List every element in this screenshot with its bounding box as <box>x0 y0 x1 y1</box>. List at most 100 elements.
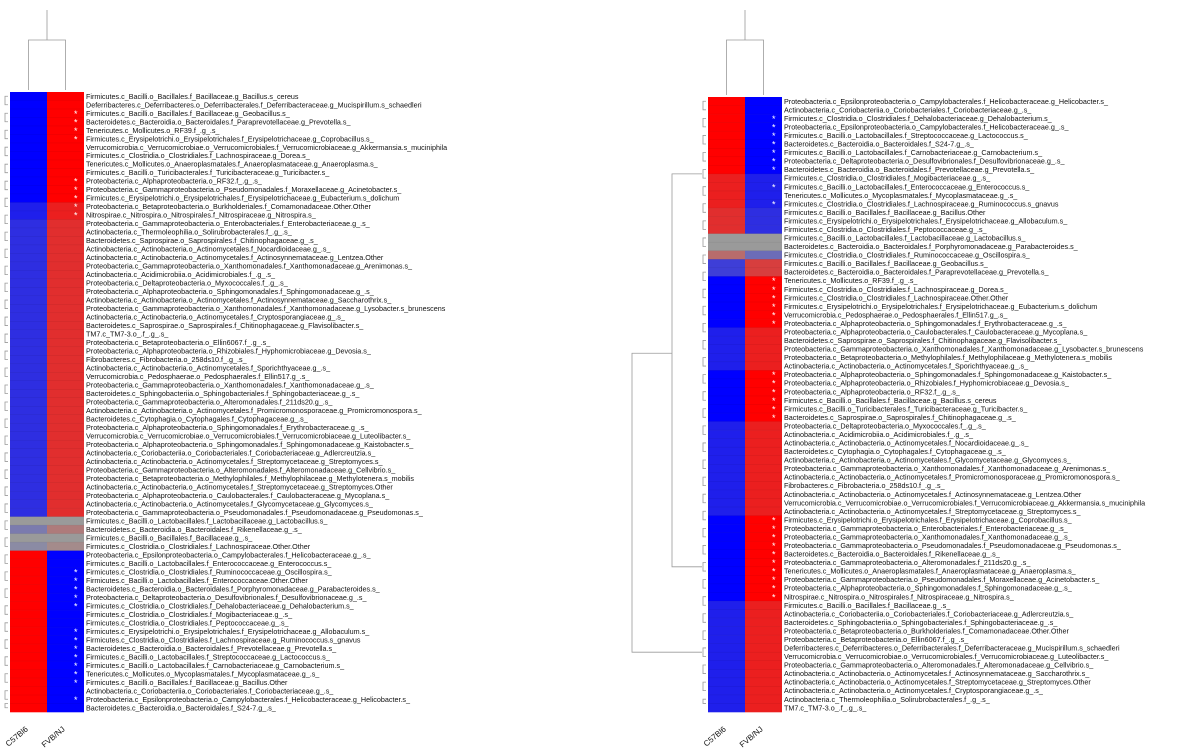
heatmap-cell <box>10 695 47 704</box>
heatmap-cell <box>47 270 84 280</box>
heatmap-cell <box>745 413 782 422</box>
heatmap-cell <box>47 278 84 288</box>
row-label: Proteobacteria.c_Alphaproteobacteria.o_S… <box>86 287 375 296</box>
heatmap-cell <box>47 151 84 161</box>
heatmap-cell <box>745 626 782 636</box>
significance-marker: * <box>772 165 776 175</box>
significance-marker: * <box>74 593 78 603</box>
heatmap-cell <box>745 319 782 328</box>
significance-marker: * <box>74 584 78 594</box>
heatmap-cell <box>10 321 47 331</box>
heatmap-cell <box>708 566 745 576</box>
heatmap-cell <box>10 244 47 254</box>
significance-marker: * <box>74 695 78 705</box>
heatmap-cell <box>708 267 745 277</box>
heatmap-cell <box>10 202 47 212</box>
row-label: Firmicutes.c_Bacilli.o_Turicibacterales.… <box>86 168 330 177</box>
heatmap-cell <box>745 660 782 670</box>
heatmap-cell <box>745 481 782 491</box>
heatmap-cell <box>708 438 745 448</box>
row-label: Proteobacteria.c_Gammaproteobacteria.o_P… <box>86 185 402 194</box>
row-label: Proteobacteria.c_Betaproteobacteria.o_Bu… <box>86 202 371 211</box>
heatmap-cell <box>708 694 745 704</box>
heatmap-cell <box>47 397 84 407</box>
heatmap-cell <box>745 105 782 115</box>
row-label: TM7.c_TM7-3.o_.f_.g_.s_ <box>86 330 169 339</box>
heatmap-cell <box>745 165 782 175</box>
row-label: Proteobacteria.c_Epsilonproteobacteria.o… <box>86 550 371 559</box>
significance-marker: * <box>74 177 78 187</box>
row-label: Verrucomicrobia.c_Pedosphaerae.o_Pedosph… <box>86 372 310 381</box>
row-label: Deferribacteres.c_Deferribacteres.o_Defe… <box>86 100 422 109</box>
heatmap-cell <box>745 566 782 576</box>
row-label: Firmicutes.c_Bacilli.o_Lactobacillales.f… <box>784 234 1026 243</box>
heatmap-cell <box>708 626 745 636</box>
row-label: Firmicutes.c_Erysipelotrichi.o_Erysipelo… <box>86 194 399 203</box>
heatmap-cell <box>708 225 745 234</box>
heatmap-cell <box>708 395 745 405</box>
heatmap-cell <box>708 498 745 508</box>
heatmap-cell <box>47 134 84 144</box>
heatmap-cell <box>708 583 745 593</box>
heatmap-cell <box>10 253 47 263</box>
heatmap-cell <box>708 284 745 294</box>
row-label: Firmicutes.c_Erysipelotrichi.o_Erysipelo… <box>784 302 1097 311</box>
heatmap-cell <box>10 635 47 645</box>
significance-marker: * <box>772 541 776 551</box>
heatmap-cell <box>47 593 84 602</box>
significance-marker: * <box>772 293 776 303</box>
significance-marker: * <box>74 576 78 586</box>
heatmap-cell <box>745 148 782 158</box>
heatmap-cell <box>10 457 47 466</box>
heatmap-cell <box>708 524 745 533</box>
heatmap-cell <box>708 173 745 183</box>
row-label: TM7.c_TM7-3.o_.f_.g_.s_ <box>784 703 867 712</box>
significance-marker: * <box>772 413 776 423</box>
row-label: Bacteroidetes.c_Cytophagia.o_Cytophagale… <box>86 415 309 424</box>
heatmap-cell <box>10 346 47 356</box>
heatmap-cell <box>745 686 782 696</box>
heatmap-cell <box>47 644 84 653</box>
heatmap-cell <box>47 652 84 662</box>
heatmap-cell <box>745 199 782 209</box>
significance-marker: * <box>772 558 776 568</box>
heatmap-cell <box>47 584 84 594</box>
heatmap-cell <box>745 233 782 243</box>
heatmap-cell <box>708 319 745 328</box>
row-dendrogram <box>4 95 8 709</box>
heatmap-cell <box>47 227 84 237</box>
heatmap-cell <box>10 508 47 517</box>
row-label: Firmicutes.c_Clostridia.o_Clostridiales.… <box>784 225 988 234</box>
heatmap-cell <box>708 165 745 175</box>
heatmap-cell <box>10 151 47 161</box>
significance-marker: * <box>74 126 78 136</box>
significance-marker: * <box>74 109 78 119</box>
row-label: Deferribacteres.c_Deferribacteres.o_Defe… <box>784 644 1120 653</box>
significance-marker: * <box>772 396 776 406</box>
heatmap-cell <box>47 295 84 305</box>
heatmap-cell <box>47 703 84 713</box>
heatmap-cell <box>745 498 782 508</box>
significance-marker: * <box>772 404 776 414</box>
heatmap-cell <box>745 327 782 337</box>
row-label: Firmicutes.c_Erysipelotrichi.o_Erysipelo… <box>86 627 370 636</box>
heatmap-cell <box>708 652 745 662</box>
row-label: Actinobacteria.c_Actinobacteria.o_Actino… <box>784 678 1091 687</box>
significance-marker: * <box>772 285 776 295</box>
heatmap-cell <box>745 447 782 457</box>
row-label: Actinobacteria.c_Actinobacteria.o_Actino… <box>86 457 383 466</box>
heatmap-cell <box>47 627 84 636</box>
heatmap-cell <box>10 329 47 339</box>
heatmap-cell <box>47 661 84 670</box>
heatmap-cell <box>708 413 745 422</box>
heatmap-cell <box>708 669 745 679</box>
row-label: Bacteroidetes.c_Bacteroidia.o_Bacteroida… <box>784 268 1050 277</box>
heatmap-cell <box>745 139 782 149</box>
heatmap-cell <box>708 677 745 687</box>
heatmap-cell <box>708 259 745 269</box>
row-label: Bacteroidetes.c_Bacteroidia.o_Bacteroida… <box>86 525 303 534</box>
row-label: Tenericutes.c_Mollicutes.o_Anaeroplasmat… <box>784 567 1077 576</box>
heatmap-cell <box>47 601 84 611</box>
significance-marker: * <box>772 140 776 150</box>
row-label: Bacteroidetes.c_Bacteroidia.o_Bacteroida… <box>784 165 1035 174</box>
